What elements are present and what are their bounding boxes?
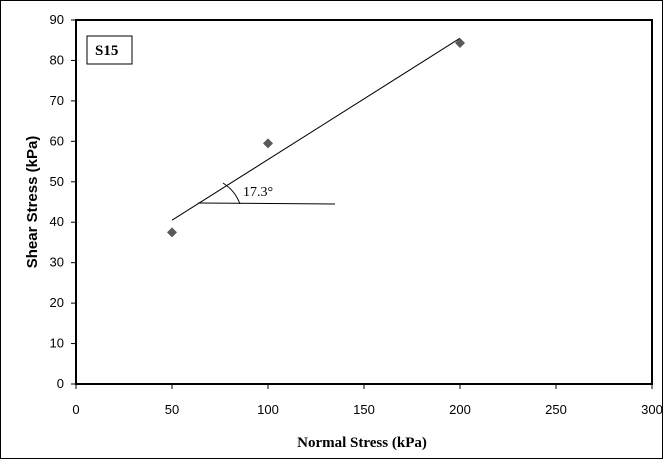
data-point <box>263 138 273 149</box>
y-tick-label: 30 <box>50 255 64 270</box>
sample-label: S15 <box>95 43 118 59</box>
x-tick-label: 50 <box>165 402 179 417</box>
y-tick-label: 80 <box>50 52 64 67</box>
plot-area <box>75 19 653 385</box>
y-tick-label: 70 <box>50 93 64 108</box>
data-point <box>167 227 177 238</box>
x-tick-label: 100 <box>257 402 279 417</box>
x-axis-label: Normal Stress (kPa) <box>297 435 427 451</box>
x-tick-labels: 0 50 100 150 200 250 300 <box>72 384 663 417</box>
y-tick-labels: 0 10 20 30 40 50 60 70 80 90 <box>50 12 76 391</box>
angle-arc <box>222 182 241 205</box>
y-tick-label: 20 <box>50 295 64 310</box>
y-tick-label: 60 <box>50 133 64 148</box>
x-tick-label: 200 <box>449 402 471 417</box>
y-tick-label: 90 <box>50 12 64 27</box>
horizontal-reference-line <box>197 202 336 205</box>
y-tick-label: 40 <box>50 214 64 229</box>
y-axis-label: Shear Stress (kPa) <box>24 136 41 269</box>
sample-label-box <box>86 35 133 65</box>
x-tick-label: 150 <box>353 402 375 417</box>
y-tick-label: 0 <box>57 376 64 391</box>
data-point <box>455 38 465 49</box>
x-tick-label: 300 <box>641 402 663 417</box>
y-tick-label: 10 <box>50 336 64 351</box>
x-tick-label: 250 <box>545 402 567 417</box>
y-tick-label: 50 <box>50 174 64 189</box>
trendline <box>171 37 461 221</box>
angle-label: 17.3° <box>243 185 273 200</box>
x-tick-label: 0 <box>72 402 79 417</box>
data-points <box>167 38 465 238</box>
trendline-group <box>171 37 461 221</box>
